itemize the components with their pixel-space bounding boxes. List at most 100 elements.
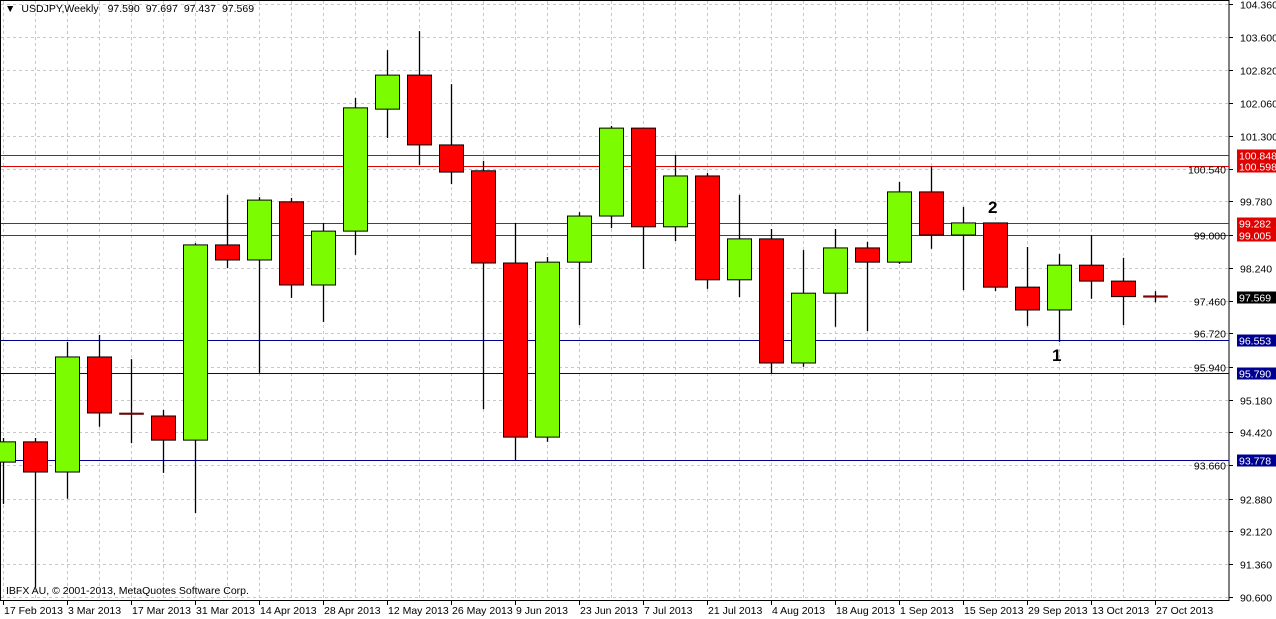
candle-body-bull <box>247 199 272 261</box>
support-price-label: 96.553 <box>1239 336 1271 348</box>
candle-body-bear <box>407 74 432 146</box>
candle-body-bear <box>1015 286 1040 311</box>
x-tick-label: 21 Jul 2013 <box>708 605 762 617</box>
candle-body-bear <box>919 191 944 236</box>
candle[interactable] <box>23 437 48 588</box>
candle[interactable] <box>951 206 976 291</box>
support-price-label: 95.790 <box>1239 369 1271 381</box>
x-tick-label: 29 Sep 2013 <box>1028 605 1088 617</box>
candle-body-bear <box>503 262 528 438</box>
high-value: 97.697 <box>145 3 178 15</box>
candle[interactable] <box>119 359 144 444</box>
x-tick-label: 28 Apr 2013 <box>324 605 381 617</box>
candle-body-bear <box>695 175 720 281</box>
y-tick-label: 94.420 <box>1240 428 1272 440</box>
x-tick-label: 1 Sep 2013 <box>900 605 954 617</box>
price-axis[interactable]: 104.360 103.600 102.820 102.060 101.300 100.5… <box>1188 0 1276 605</box>
candle[interactable] <box>87 334 112 427</box>
candle[interactable] <box>1015 247 1040 326</box>
candle-body-bull <box>375 74 400 110</box>
candle-body-bear <box>439 144 464 173</box>
y-tick-label: 95.940 <box>1194 363 1226 375</box>
candle[interactable] <box>1079 234 1104 299</box>
x-tick-label: 15 Sep 2013 <box>964 605 1024 617</box>
candle-body-bull <box>55 356 80 473</box>
y-tick-label: 99.000 <box>1194 231 1226 243</box>
x-tick-label: 17 Feb 2013 <box>4 605 63 617</box>
symbol-timeframe: USDJPY,Weekly <box>21 3 99 15</box>
x-tick-label: 9 Jun 2013 <box>516 605 568 617</box>
candle[interactable] <box>151 409 176 473</box>
candle[interactable] <box>1143 291 1168 303</box>
candle-body-bear <box>279 201 304 286</box>
candle-body-bull <box>311 230 336 286</box>
y-tick-label: 92.880 <box>1240 495 1272 507</box>
candle[interactable] <box>471 160 496 410</box>
current-price-label: 97.569 <box>1239 293 1271 305</box>
annotation-2: 2 <box>988 198 998 217</box>
candle[interactable] <box>535 256 560 442</box>
candle-body-bull <box>727 238 752 281</box>
candle[interactable] <box>279 197 304 298</box>
x-tick-label: 23 Jun 2013 <box>580 605 638 617</box>
candle-body-bull <box>535 261 560 438</box>
candle[interactable] <box>695 172 720 289</box>
candle[interactable] <box>343 97 368 255</box>
candle[interactable] <box>663 154 688 242</box>
candle[interactable] <box>375 50 400 139</box>
candle-body-bear <box>1143 295 1168 298</box>
plot-frame <box>0 0 1230 601</box>
x-tick-label: 12 May 2013 <box>388 605 449 617</box>
resistance-price-tag <box>1237 217 1276 230</box>
candle[interactable] <box>599 125 624 229</box>
candle[interactable] <box>439 84 464 185</box>
x-tick-label: 27 Oct 2013 <box>1156 605 1213 617</box>
candle[interactable] <box>887 181 912 264</box>
candle[interactable] <box>919 166 944 249</box>
candle[interactable] <box>855 241 880 332</box>
candle-body-bear <box>151 415 176 441</box>
y-tick-label: 104.360 <box>1240 0 1276 12</box>
y-tick-label: 101.300 <box>1240 132 1276 144</box>
copyright-text: IBFX AU, © 2001-2013, MetaQuotes Softwar… <box>6 585 249 597</box>
x-tick-label: 4 Aug 2013 <box>772 605 825 617</box>
candle-body-bear <box>759 238 784 364</box>
y-tick-label: 96.720 <box>1194 329 1226 341</box>
resistance-price-tag <box>1237 229 1276 242</box>
time-axis[interactable]: 17 Feb 2013 3 Mar 2013 17 Mar 2013 31 Mar 2… <box>3 600 1214 617</box>
candle[interactable] <box>983 222 1008 292</box>
candle[interactable] <box>1047 253 1072 342</box>
candle[interactable] <box>247 197 272 373</box>
resistance-price-label: 100.848 <box>1239 151 1276 163</box>
candle[interactable] <box>567 212 592 326</box>
candle[interactable] <box>759 228 784 374</box>
candle[interactable] <box>503 222 528 461</box>
candle-body-bull <box>791 292 816 364</box>
candle[interactable] <box>407 31 432 166</box>
y-tick-label: 102.060 <box>1240 99 1276 111</box>
y-tick-label: 102.820 <box>1240 66 1276 78</box>
candle-body-bull <box>823 247 848 294</box>
candle-body-bear <box>983 222 1008 288</box>
candle-body-bull <box>663 175 688 228</box>
candle[interactable] <box>631 127 656 270</box>
x-tick-label: 26 May 2013 <box>452 605 513 617</box>
candle-body-bear <box>119 412 144 415</box>
candle[interactable] <box>183 243 208 513</box>
candle[interactable] <box>823 228 848 327</box>
candle-body-bear <box>23 441 48 473</box>
candle[interactable] <box>0 437 16 504</box>
y-tick-label: 93.660 <box>1194 461 1226 473</box>
candle[interactable] <box>1111 257 1136 326</box>
support-price-tag <box>1237 454 1276 467</box>
candle[interactable] <box>727 194 752 298</box>
y-tick-label: 97.460 <box>1194 297 1226 309</box>
candle[interactable] <box>311 222 336 323</box>
y-tick-label: 92.120 <box>1240 527 1272 539</box>
dropdown-triangle-icon[interactable]: ▼ <box>5 3 16 15</box>
candle[interactable] <box>791 250 816 367</box>
candle[interactable] <box>215 194 240 269</box>
y-tick-label: 90.600 <box>1240 593 1272 605</box>
candle[interactable] <box>55 341 80 499</box>
